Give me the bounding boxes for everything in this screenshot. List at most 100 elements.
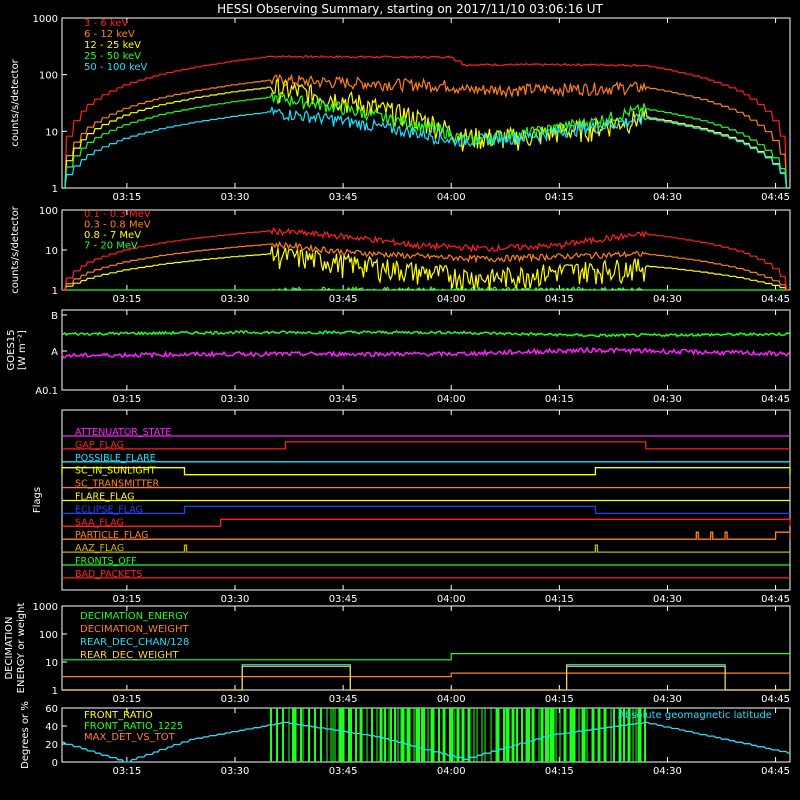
legend-entry: 0.3 - 0.8 MeV [84,220,151,231]
flag-label: PARTICLE_FLAG [75,530,148,541]
x-tick-label: 04:30 [653,192,682,203]
y-tick-label: 100 [39,630,58,641]
flag-label: FRONTS_OFF [75,556,137,567]
legend-entry: FRONT_RATIO [84,710,153,721]
y-tick-label: 10 [45,658,58,669]
x-tick-label: 04:15 [545,394,574,405]
y-tick-label: 10 [45,127,58,138]
x-tick-label: 04:30 [653,594,682,605]
x-tick-label: 03:15 [112,594,141,605]
y-tick-label: 1 [52,184,58,195]
plot-frame [61,17,791,189]
x-tick-label: 04:30 [653,294,682,305]
y-tick-label: 1 [52,686,58,697]
legend-entry: 0.8 - 7 MeV [84,230,141,241]
series-line [62,227,790,291]
x-tick-label: 04:45 [761,766,790,777]
legend-entry: 0.1 - 0.3 MeV [84,209,151,220]
flags-panel: 03:15 03:30 03:45 04:00 04:15 04:30 04:45 Flags… [32,409,791,605]
flag-label: FLARE_FLAG [75,492,135,503]
legend-entry: DECIMATION_ENERGY [80,611,189,622]
series-line [62,285,790,292]
x-tick-label: 03:15 [112,766,141,777]
y-tick-label: 60 [45,704,58,715]
goes-panel: 03:15 03:30 03:45 04:00 04:15 04:30 04:45 A0.1 A… [6,309,791,405]
series-line [61,346,790,359]
x-tick-label: 03:30 [221,394,250,405]
x-tick-label: 04:30 [653,766,682,777]
flag-label: BAD_PACKETS [75,569,142,580]
legend-entry: 3 - 6 keV [84,18,128,29]
y-axis-units: [W m⁻²] [17,330,28,370]
x-tick-label: 04:15 [545,594,574,605]
x-tick-label: 04:45 [761,192,790,203]
legend-entry: DECIMATION_WEIGHT [80,624,189,635]
flag-line [62,518,791,527]
y-tick-label: A [51,347,58,358]
y-tick-label: 1000 [33,14,58,25]
legend-entry: 12 - 25 keV [84,40,141,51]
y-tick-label: A0.1 [35,386,58,397]
x-tick-label: 04:00 [437,694,466,705]
flag-line [62,441,790,450]
x-tick-label: 03:30 [221,766,250,777]
page-title: HESSI Observing Summary, starting on 201… [217,2,603,16]
y-tick-label: 20 [45,740,58,751]
x-tick-label: 03:45 [329,394,358,405]
x-tick-label: 04:45 [761,694,790,705]
x-tick-label: 03:15 [112,192,141,203]
series-line [62,245,790,291]
x-tick-label: 03:45 [329,766,358,777]
y-axis-label: counts/s/detector [10,205,21,293]
high-energy-panel: 03:15 03:30 03:45 04:00 04:15 04:30 04:45 1 10 10… [10,205,791,305]
plot-frame [61,707,791,763]
x-tick-label: 04:00 [437,594,466,605]
flag-line [62,531,791,540]
x-tick-label: 03:45 [329,594,358,605]
x-tick-label: 04:30 [653,694,682,705]
y-tick-label: 10 [45,246,58,257]
y-tick-label: 1000 [33,602,58,613]
legend-entry: 7 - 20 MeV [84,241,138,252]
x-tick-label: 04:15 [545,192,574,203]
legend-entry: FRONT_RATIO_1225 [84,721,183,732]
flag-label: AAZ_FLAG [75,543,124,554]
legend-entry: MAX_DET_VS_TOT [84,732,176,743]
x-tick-label: 03:45 [329,694,358,705]
x-tick-label: 04:15 [545,294,574,305]
legend-entry: REAR_DEC_CHAN/128 [80,637,189,648]
y-axis-label: Degrees or % [20,701,31,769]
series-line [62,240,790,291]
x-tick-label: 03:15 [112,694,141,705]
y-axis-label: ENERGY or weight [16,603,27,694]
legend-entry: Absolute geomagnetic latitude [618,710,772,721]
plot-frame [61,309,791,391]
x-tick-label: 04:00 [437,394,466,405]
x-tick-label: 04:45 [761,294,790,305]
series-line [62,672,790,678]
plot-frame [61,209,791,291]
x-tick-label: 03:30 [221,294,250,305]
ratio-panel: 03:15 03:30 03:45 04:00 04:15 04:30 04:45 0 20 40… [20,701,791,777]
flag-label: SAA_FLAG [75,517,124,528]
legend-entry: 50 - 100 keV [84,62,148,73]
y-axis-label: DECIMATION [4,616,15,679]
flag-line [62,544,790,553]
x-tick-label: 04:00 [437,192,466,203]
legend-entry: 6 - 12 keV [84,29,135,40]
flag-label: SC_TRANSMITTER [75,479,160,490]
x-tick-label: 03:45 [329,192,358,203]
y-tick-label: B [51,311,58,322]
legend-entry: 25 - 50 keV [84,51,141,62]
flag-label: ATTENUATOR_STATE [75,427,171,438]
flag-label: SC_IN_SUNLIGHT [75,466,156,477]
y-tick-label: 0 [52,758,58,769]
series-line [62,73,790,189]
flag-label: ECLIPSE_FLAG [75,504,143,515]
decimation-panel: 03:15 03:30 03:45 04:00 04:15 04:30 04:45 1 10 10… [4,602,791,705]
series-line [62,664,790,691]
y-tick-label: 100 [39,206,58,217]
x-tick-label: 04:15 [545,766,574,777]
x-tick-label: 03:30 [221,694,250,705]
